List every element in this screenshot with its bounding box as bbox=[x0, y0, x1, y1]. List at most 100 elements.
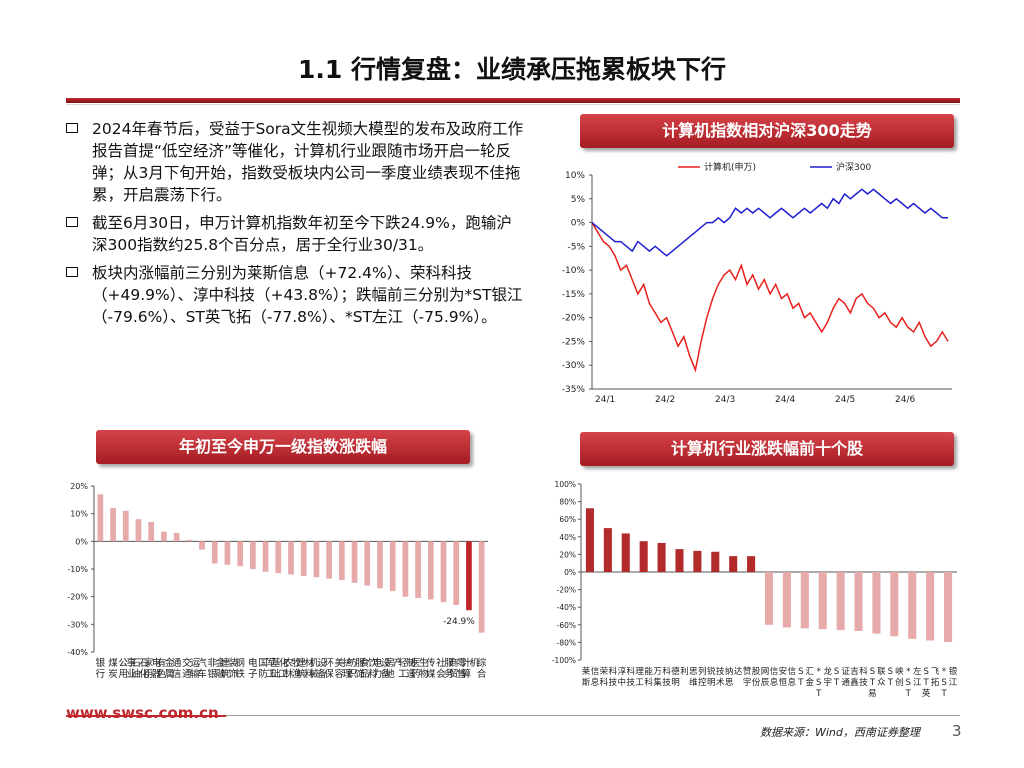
x-label-char: 科 bbox=[859, 666, 868, 677]
bar-环保 bbox=[326, 541, 332, 579]
bullet-item: 截至6月30日，申万计算机指数年初至今下跌24.9%，跑输沪深300指数约25.… bbox=[66, 212, 526, 256]
x-label-char: T bbox=[940, 689, 947, 699]
bar-*ST左江 bbox=[908, 572, 917, 639]
x-label-char: 运 bbox=[190, 658, 200, 669]
x-label-char: 子 bbox=[248, 669, 258, 680]
y-tick-label: -30% bbox=[562, 361, 586, 371]
x-label-char: T bbox=[887, 678, 894, 688]
x-label-char: 算 bbox=[462, 668, 472, 680]
x-label-char: 斯 bbox=[582, 677, 591, 688]
y-tick-label: 20% bbox=[70, 482, 88, 491]
x-label-char: 综 bbox=[477, 657, 487, 669]
x-label-char: 科 bbox=[627, 666, 636, 677]
x-label-char: S bbox=[816, 678, 821, 688]
y-tick-label: -30% bbox=[67, 620, 88, 629]
x-label-char: 金 bbox=[806, 677, 815, 688]
series-line bbox=[591, 222, 949, 373]
x-label-char: 服 bbox=[355, 658, 365, 669]
x-label-char: 易 bbox=[868, 689, 877, 699]
x-label-char: 思 bbox=[689, 667, 698, 677]
x-label-char: 备 bbox=[317, 668, 327, 680]
stock-bar-chart: 100% 80% 60% 40% 20% 0% -20% -40% -60% -80% -100% 莱… bbox=[552, 480, 958, 699]
x-label-char: 份 bbox=[752, 677, 761, 688]
x-label-char: 器 bbox=[152, 669, 162, 680]
x-label-char: 化 bbox=[139, 668, 149, 680]
x-label-char: 万 bbox=[653, 667, 662, 677]
y-tick-label: -100% bbox=[552, 656, 576, 665]
x-label-char: 信 bbox=[770, 666, 779, 677]
x-label-char: 食 bbox=[360, 657, 370, 669]
x-label-char: 通 bbox=[182, 669, 192, 680]
x-label-char: 金 bbox=[215, 657, 225, 669]
x-label-char: 装 bbox=[228, 657, 238, 669]
x-label-char: 银 bbox=[207, 668, 217, 680]
x-label-char: 业 bbox=[127, 669, 137, 680]
y-tick-label: -80% bbox=[557, 638, 576, 647]
y-tick-label: -60% bbox=[557, 621, 576, 630]
bar-理工能科 bbox=[639, 541, 648, 572]
x-label-char: 设 bbox=[317, 658, 327, 669]
x-label-char: 左 bbox=[913, 666, 922, 677]
y-tick-label: -35% bbox=[562, 385, 586, 395]
x-label-char: 淳 bbox=[618, 666, 627, 677]
x-label-char: 国 bbox=[258, 658, 268, 669]
x-label-char: 控 bbox=[698, 677, 707, 688]
bar-房地产 bbox=[389, 541, 396, 592]
footer-url[interactable]: www.swsc.com.cn bbox=[66, 704, 219, 722]
x-label-char: 工 bbox=[279, 669, 289, 680]
y-tick-label: 20% bbox=[559, 550, 576, 559]
line-chart: 10% 5% 0% -5% -10% -15% -20% -25% -30% -35% 24/1 24… bbox=[562, 161, 952, 405]
x-label-char: 宇 bbox=[823, 677, 832, 688]
y-tick-label: 60% bbox=[559, 515, 576, 524]
bar-国防军工 bbox=[262, 541, 269, 572]
x-label-char: 饰 bbox=[228, 668, 238, 680]
bar-医药生物 bbox=[415, 541, 421, 599]
bar-赞宇股份 bbox=[747, 556, 756, 572]
bar-综合 bbox=[478, 541, 485, 633]
x-label-char: S bbox=[923, 667, 928, 677]
x-label-char: 贸 bbox=[449, 668, 459, 680]
x-label-char: 众 bbox=[877, 678, 886, 688]
x-label-char: 医 bbox=[411, 658, 421, 669]
x-label-char: 机 bbox=[470, 657, 480, 669]
bar-传媒 bbox=[427, 541, 434, 600]
x-label-char: 药 bbox=[411, 669, 421, 680]
x-label-char: 辰 bbox=[761, 678, 770, 688]
x-label-char: 地 bbox=[385, 668, 395, 680]
bullet-text: 2024年春节后，受益于Sora文生视频大模型的发布及政府工作报告首提“低空经济… bbox=[92, 120, 524, 204]
bar-荣科科技 bbox=[603, 528, 612, 572]
bar-吉鑫科技 bbox=[854, 572, 863, 631]
x-label-char: 维 bbox=[689, 677, 698, 688]
y-tick-label: -20% bbox=[67, 593, 88, 602]
y-tick-label: -40% bbox=[557, 603, 576, 612]
x-label-char: 网 bbox=[761, 667, 770, 677]
bar-商贸零售 bbox=[453, 541, 460, 605]
x-label-char: 行 bbox=[96, 668, 106, 680]
x-label-char: 锐 bbox=[707, 666, 716, 677]
bar-*ST龙宇 bbox=[818, 572, 827, 630]
x-label-char: 科 bbox=[609, 666, 618, 677]
x-label-char: 息 bbox=[788, 677, 797, 688]
x-label-char: 商 bbox=[449, 657, 459, 669]
x-label-char: 非 bbox=[207, 657, 217, 669]
x-label-char: 零 bbox=[457, 658, 467, 669]
x-tick-label: 24/5 bbox=[835, 395, 855, 405]
x-label-char: 备 bbox=[381, 668, 391, 680]
square-bullet-icon bbox=[66, 267, 78, 277]
x-label-char: 传 bbox=[426, 657, 436, 669]
x-label-char: 赞 bbox=[743, 666, 752, 677]
bar-ST证通 bbox=[836, 572, 845, 631]
bar-电力设备 bbox=[377, 541, 383, 589]
x-label-char: 炭 bbox=[108, 669, 118, 680]
x-label-char: 莱 bbox=[582, 666, 591, 677]
stock-chart-banner: 计算机行业涨跌幅前十个股 bbox=[580, 432, 954, 466]
x-label-char: * bbox=[942, 667, 946, 677]
x-label-char: 利 bbox=[680, 666, 689, 677]
x-label-char: 技 bbox=[609, 677, 618, 688]
x-label-char: 房 bbox=[385, 657, 395, 669]
x-label-char: 车 bbox=[197, 668, 207, 680]
x-label-char: S bbox=[888, 667, 893, 677]
x-label-char: 军 bbox=[266, 658, 276, 669]
bar-ST易联众 bbox=[872, 572, 881, 634]
bar-莱斯信息 bbox=[585, 508, 594, 572]
